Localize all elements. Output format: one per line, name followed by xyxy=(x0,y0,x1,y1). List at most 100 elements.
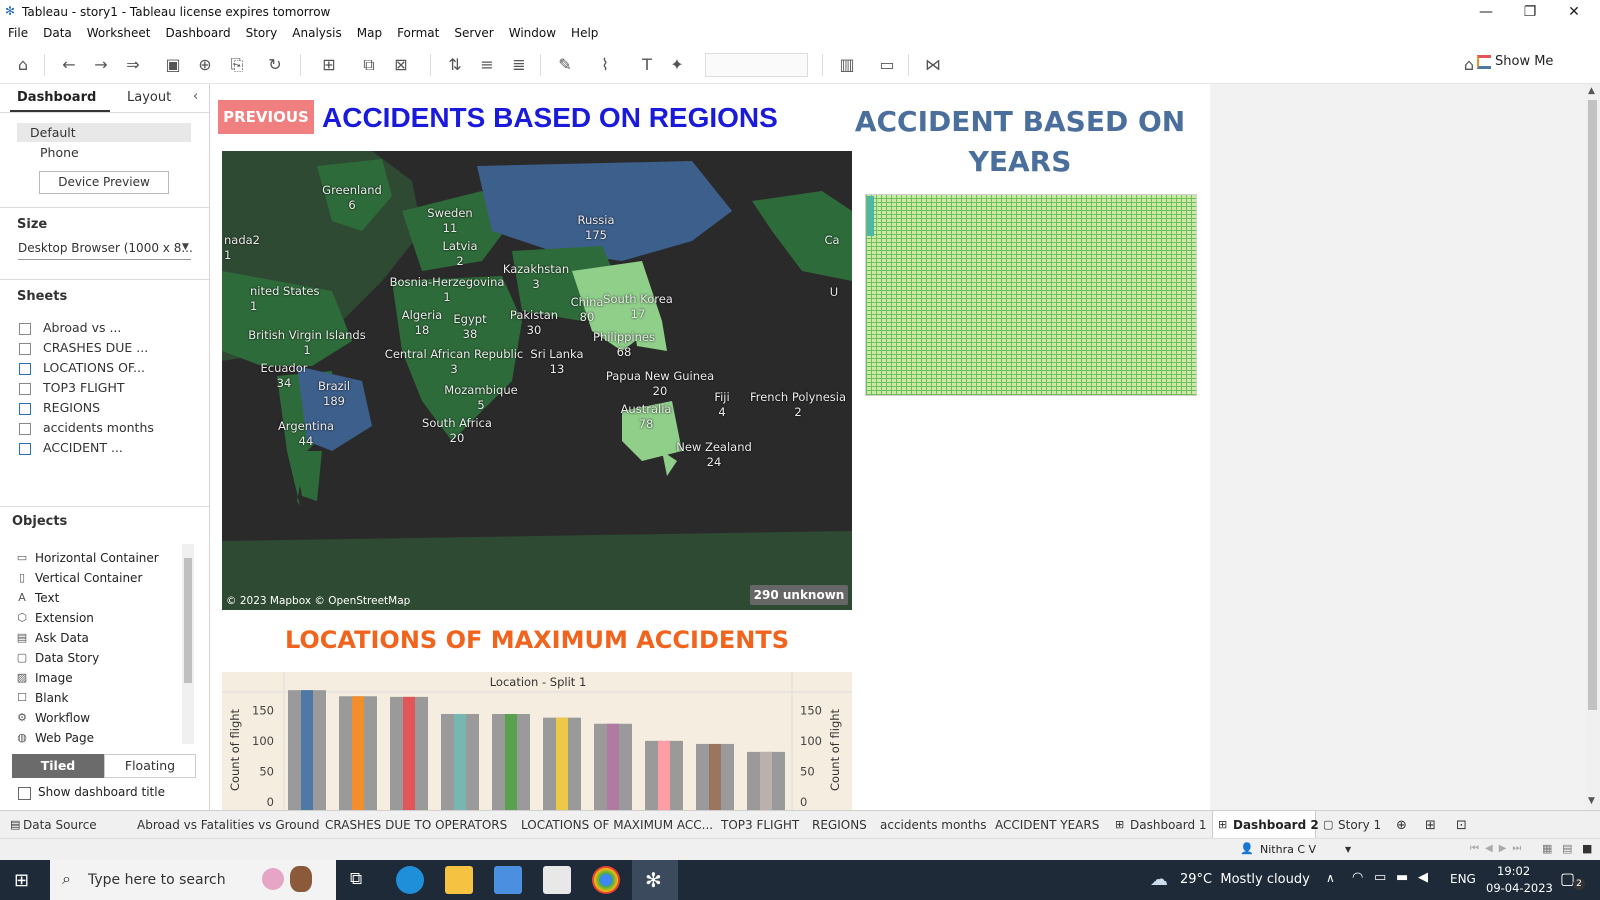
sheet-item[interactable]: accidents months xyxy=(43,420,154,435)
object-blank[interactable]: Blank xyxy=(35,691,69,705)
sheet-item[interactable]: CRASHES DUE ... xyxy=(43,340,149,355)
menu-data[interactable]: Data xyxy=(43,26,72,40)
taskbar-search-placeholder[interactable]: Type here to search xyxy=(88,872,226,888)
vertical-scrollbar[interactable]: ▲ ▼ xyxy=(1585,84,1600,810)
tab-story-1[interactable]: Story 1 xyxy=(1338,818,1382,832)
edge-icon[interactable] xyxy=(396,866,424,894)
menu-server[interactable]: Server xyxy=(454,26,494,40)
object-web-page[interactable]: Web Page xyxy=(35,731,95,745)
duplicate-icon[interactable]: ⧉ xyxy=(363,55,375,74)
clock-date[interactable]: 09-04-2023 xyxy=(1486,881,1553,895)
tab-dashboard[interactable]: Dashboard xyxy=(17,90,97,105)
object-horizontal-container[interactable]: Horizontal Container xyxy=(35,551,159,565)
show-title-checkbox[interactable] xyxy=(18,787,31,800)
sheet-item[interactable]: REGIONS xyxy=(43,400,101,415)
tab-crashes-due-to-operators[interactable]: CRASHES DUE TO OPERATORS xyxy=(325,818,508,832)
menu-window[interactable]: Window xyxy=(508,26,557,40)
sheet-item[interactable]: LOCATIONS OF... xyxy=(43,360,146,375)
object-extension[interactable]: Extension xyxy=(35,611,94,625)
minimize-icon[interactable]: — xyxy=(1479,4,1493,20)
labels-icon[interactable]: T xyxy=(642,55,652,74)
show-cards-icon[interactable]: ▥ xyxy=(839,55,855,74)
wifi-icon[interactable]: ◠ xyxy=(1352,870,1364,885)
scroll-down-icon[interactable]: ▼ xyxy=(1588,796,1595,806)
tab-dashboard-2-active[interactable] xyxy=(1212,811,1316,839)
tab-abroad-vs-fatalities[interactable]: Abroad vs Fatalities vs Ground xyxy=(137,818,320,832)
collapse-panel-icon[interactable]: ‹ xyxy=(193,89,199,104)
size-dropdown[interactable]: Desktop Browser (1000 x 8... xyxy=(18,241,193,255)
redo-icon[interactable]: → xyxy=(94,55,108,74)
heatmap-highlight-cell[interactable] xyxy=(867,196,874,236)
menu-analysis[interactable]: Analysis xyxy=(292,26,342,40)
pause-updates-icon[interactable]: ⎘ xyxy=(230,55,244,74)
show-me-button[interactable]: Show Me xyxy=(1495,54,1554,69)
mail-icon[interactable] xyxy=(543,866,571,894)
objects-scrollbar-thumb[interactable] xyxy=(184,558,192,683)
menu-story[interactable]: Story xyxy=(245,26,278,40)
undo-icon[interactable]: ← xyxy=(62,55,76,74)
close-icon[interactable]: ✕ xyxy=(1568,4,1580,20)
device-default[interactable]: Default xyxy=(30,125,76,140)
tab-dashboard-1[interactable]: Dashboard 1 xyxy=(1130,818,1207,832)
taskbar-search-box[interactable] xyxy=(50,860,336,900)
tray-expand-icon[interactable]: ∧ xyxy=(1326,871,1335,885)
new-data-source-icon[interactable]: ⊕ xyxy=(198,55,212,74)
group-icon[interactable]: ⌇ xyxy=(601,55,609,74)
menu-map[interactable]: Map xyxy=(356,26,383,40)
new-worksheet-icon[interactable]: ⊞ xyxy=(322,55,336,74)
file-explorer-icon[interactable] xyxy=(445,866,473,894)
user-dropdown-icon[interactable]: ▼ xyxy=(1345,845,1352,854)
previous-button[interactable]: PREVIOUS xyxy=(218,100,314,134)
swap-icon[interactable]: ⇅ xyxy=(448,55,462,74)
new-story-tab-icon[interactable]: ⊡ xyxy=(1456,818,1467,833)
battery-icon[interactable]: ▬ xyxy=(1396,870,1409,885)
sheet-item[interactable]: ACCIDENT ... xyxy=(43,440,123,455)
user-name[interactable]: Nithra C V xyxy=(1260,843,1317,856)
menu-file[interactable]: File xyxy=(8,26,29,40)
regions-map[interactable]: Greenland 6 Sweden 11 Latvia 2 Russia 175 nada2 1… xyxy=(222,151,852,610)
scroll-up-icon[interactable]: ▲ xyxy=(1588,86,1595,96)
sort-descending-icon[interactable]: ≣ xyxy=(512,55,526,74)
tab-accident-years[interactable]: ACCIDENT YEARS xyxy=(995,818,1100,832)
navigation-arrows-icon[interactable]: ⏮◀▶⏭ xyxy=(1470,843,1528,854)
notifications-icon[interactable]: ▢ xyxy=(1560,869,1576,888)
object-ask-data[interactable]: Ask Data xyxy=(35,631,89,645)
volume-icon[interactable]: ◀ xyxy=(1418,870,1428,885)
filmstrip-view-icon[interactable]: ▤ xyxy=(1562,842,1573,855)
store-icon[interactable] xyxy=(494,866,522,894)
tab-dashboard-2[interactable]: Dashboard 2 xyxy=(1233,818,1319,832)
highlight-icon[interactable]: ✎ xyxy=(558,55,572,74)
object-vertical-container[interactable]: Vertical Container xyxy=(35,571,143,585)
windows-start-icon[interactable]: ⊞ xyxy=(14,870,30,891)
device-phone[interactable]: Phone xyxy=(40,145,79,160)
weather-text[interactable]: 29°C Mostly cloudy xyxy=(1180,872,1310,887)
meet-now-icon[interactable]: ▭ xyxy=(1374,870,1387,885)
scrollbar-thumb[interactable] xyxy=(1588,100,1597,710)
floating-button[interactable]: Floating xyxy=(104,754,196,778)
tab-regions[interactable]: REGIONS xyxy=(812,818,867,832)
clear-icon[interactable]: ⊠ xyxy=(394,55,408,74)
menu-format[interactable]: Format xyxy=(397,26,440,40)
menu-help[interactable]: Help xyxy=(571,26,599,40)
save-icon[interactable]: ▣ xyxy=(165,55,181,74)
size-dropdown-arrow-icon[interactable]: ▼ xyxy=(182,242,189,252)
refresh-icon[interactable]: ↻ xyxy=(268,55,282,74)
tiled-button[interactable]: Tiled xyxy=(12,754,104,778)
menu-worksheet[interactable]: Worksheet xyxy=(86,26,151,40)
object-image[interactable]: Image xyxy=(35,671,73,685)
presentation-mode-icon[interactable]: ▭ xyxy=(879,55,895,74)
unknown-indicator[interactable]: 290 unknown xyxy=(750,585,848,605)
chrome-icon[interactable] xyxy=(592,866,620,894)
fit-dropdown[interactable] xyxy=(705,53,808,77)
tab-locations-of-maximum[interactable]: LOCATIONS OF MAXIMUM ACC... xyxy=(521,818,714,832)
tableau-taskbar-icon[interactable]: ✻ xyxy=(645,868,662,892)
language-indicator[interactable]: ENG xyxy=(1450,872,1476,886)
task-view-icon[interactable]: ⧉ xyxy=(350,869,363,889)
years-heatmap[interactable] xyxy=(865,194,1197,396)
sheet-item[interactable]: Abroad vs ... xyxy=(43,320,122,335)
new-dashboard-tab-icon[interactable]: ⊞ xyxy=(1425,818,1436,833)
replay-icon[interactable]: ⇒ xyxy=(126,55,140,74)
share-icon[interactable]: ⋈ xyxy=(925,55,941,74)
locations-bar-chart[interactable]: Location - Split 1 0 0 50 50 100 100 150 150 Coun… xyxy=(222,672,852,810)
tab-data-source[interactable]: Data Source xyxy=(23,818,97,832)
